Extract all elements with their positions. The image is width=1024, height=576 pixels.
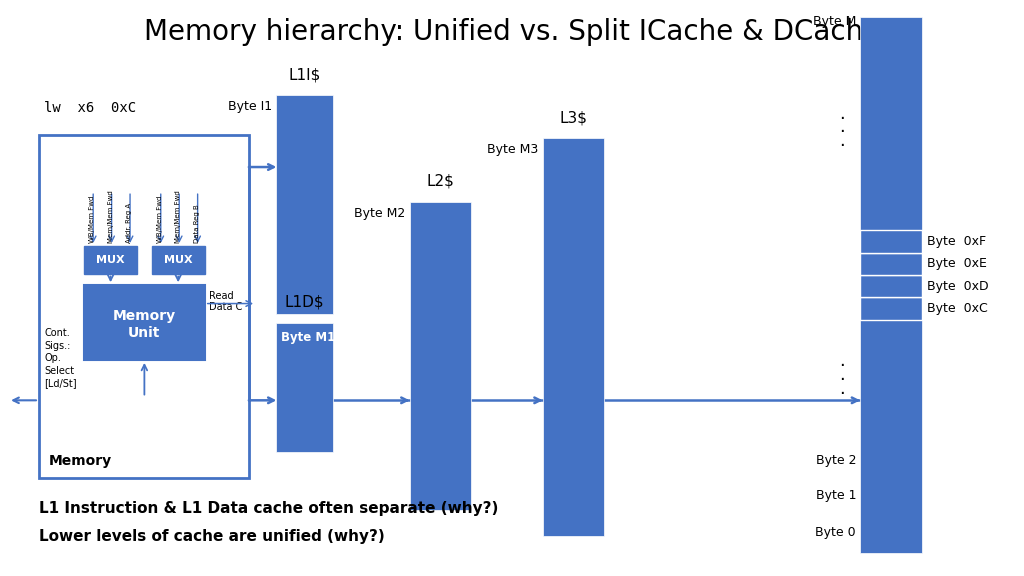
FancyBboxPatch shape [860,297,922,320]
Text: Byte M3: Byte M3 [487,143,539,156]
Text: L1 Instruction & L1 Data cache often separate (why?): L1 Instruction & L1 Data cache often sep… [39,501,499,516]
Text: Byte M: Byte M [813,16,856,28]
FancyBboxPatch shape [860,253,922,275]
Text: L3$: L3$ [559,111,588,126]
Text: Byte 2: Byte 2 [815,454,856,467]
Text: Memory: Memory [113,309,176,323]
Text: Cont.
Sigs.:
Op.
Select
[Ld/St]: Cont. Sigs.: Op. Select [Ld/St] [44,328,77,388]
Text: Byte I1: Byte I1 [228,100,272,113]
Text: Addr. Reg A: Addr. Reg A [126,203,132,243]
Text: Byte  0xC: Byte 0xC [927,302,987,315]
Text: Byte M1: Byte M1 [281,331,335,344]
Text: ·
·
·: · · · [839,357,845,403]
Text: MUX: MUX [96,255,125,265]
Text: MUX: MUX [164,255,193,265]
Text: Data Reg B: Data Reg B [194,204,200,243]
FancyBboxPatch shape [860,17,922,553]
Text: Memory: Memory [49,454,113,468]
Text: Byte  0xE: Byte 0xE [927,257,986,270]
FancyBboxPatch shape [152,246,205,274]
Text: lw  x6  0xC: lw x6 0xC [44,101,136,115]
Text: ·
·
·: · · · [839,109,845,156]
Text: Lower levels of cache are unified (why?): Lower levels of cache are unified (why?) [39,529,385,544]
Text: L2$: L2$ [426,174,455,189]
Text: Byte 0: Byte 0 [815,526,856,539]
FancyBboxPatch shape [410,202,471,510]
Text: WB/Mem Fwd: WB/Mem Fwd [157,196,163,243]
Text: Byte M2: Byte M2 [354,207,406,219]
FancyBboxPatch shape [276,323,333,452]
FancyBboxPatch shape [84,246,137,274]
Text: Byte 1: Byte 1 [815,489,856,502]
FancyBboxPatch shape [860,275,922,297]
Text: Read
Data C: Read Data C [209,291,243,312]
Text: Memory hierarchy: Unified vs. Split ICache & DCache: Memory hierarchy: Unified vs. Split ICac… [144,18,880,46]
FancyBboxPatch shape [276,95,333,314]
FancyBboxPatch shape [860,230,922,253]
Text: Byte  0xD: Byte 0xD [927,280,988,293]
Text: L1I$: L1I$ [289,67,321,82]
FancyBboxPatch shape [84,285,205,360]
Text: L1D$: L1D$ [285,295,325,310]
FancyBboxPatch shape [543,138,604,536]
Text: Mem/Mem Fwd: Mem/Mem Fwd [175,190,181,243]
Text: Byte  0xF: Byte 0xF [927,235,986,248]
Text: Mem/Mem Fwd: Mem/Mem Fwd [108,190,114,243]
Text: WB/Mem Fwd: WB/Mem Fwd [89,196,95,243]
Text: Unit: Unit [128,326,161,340]
